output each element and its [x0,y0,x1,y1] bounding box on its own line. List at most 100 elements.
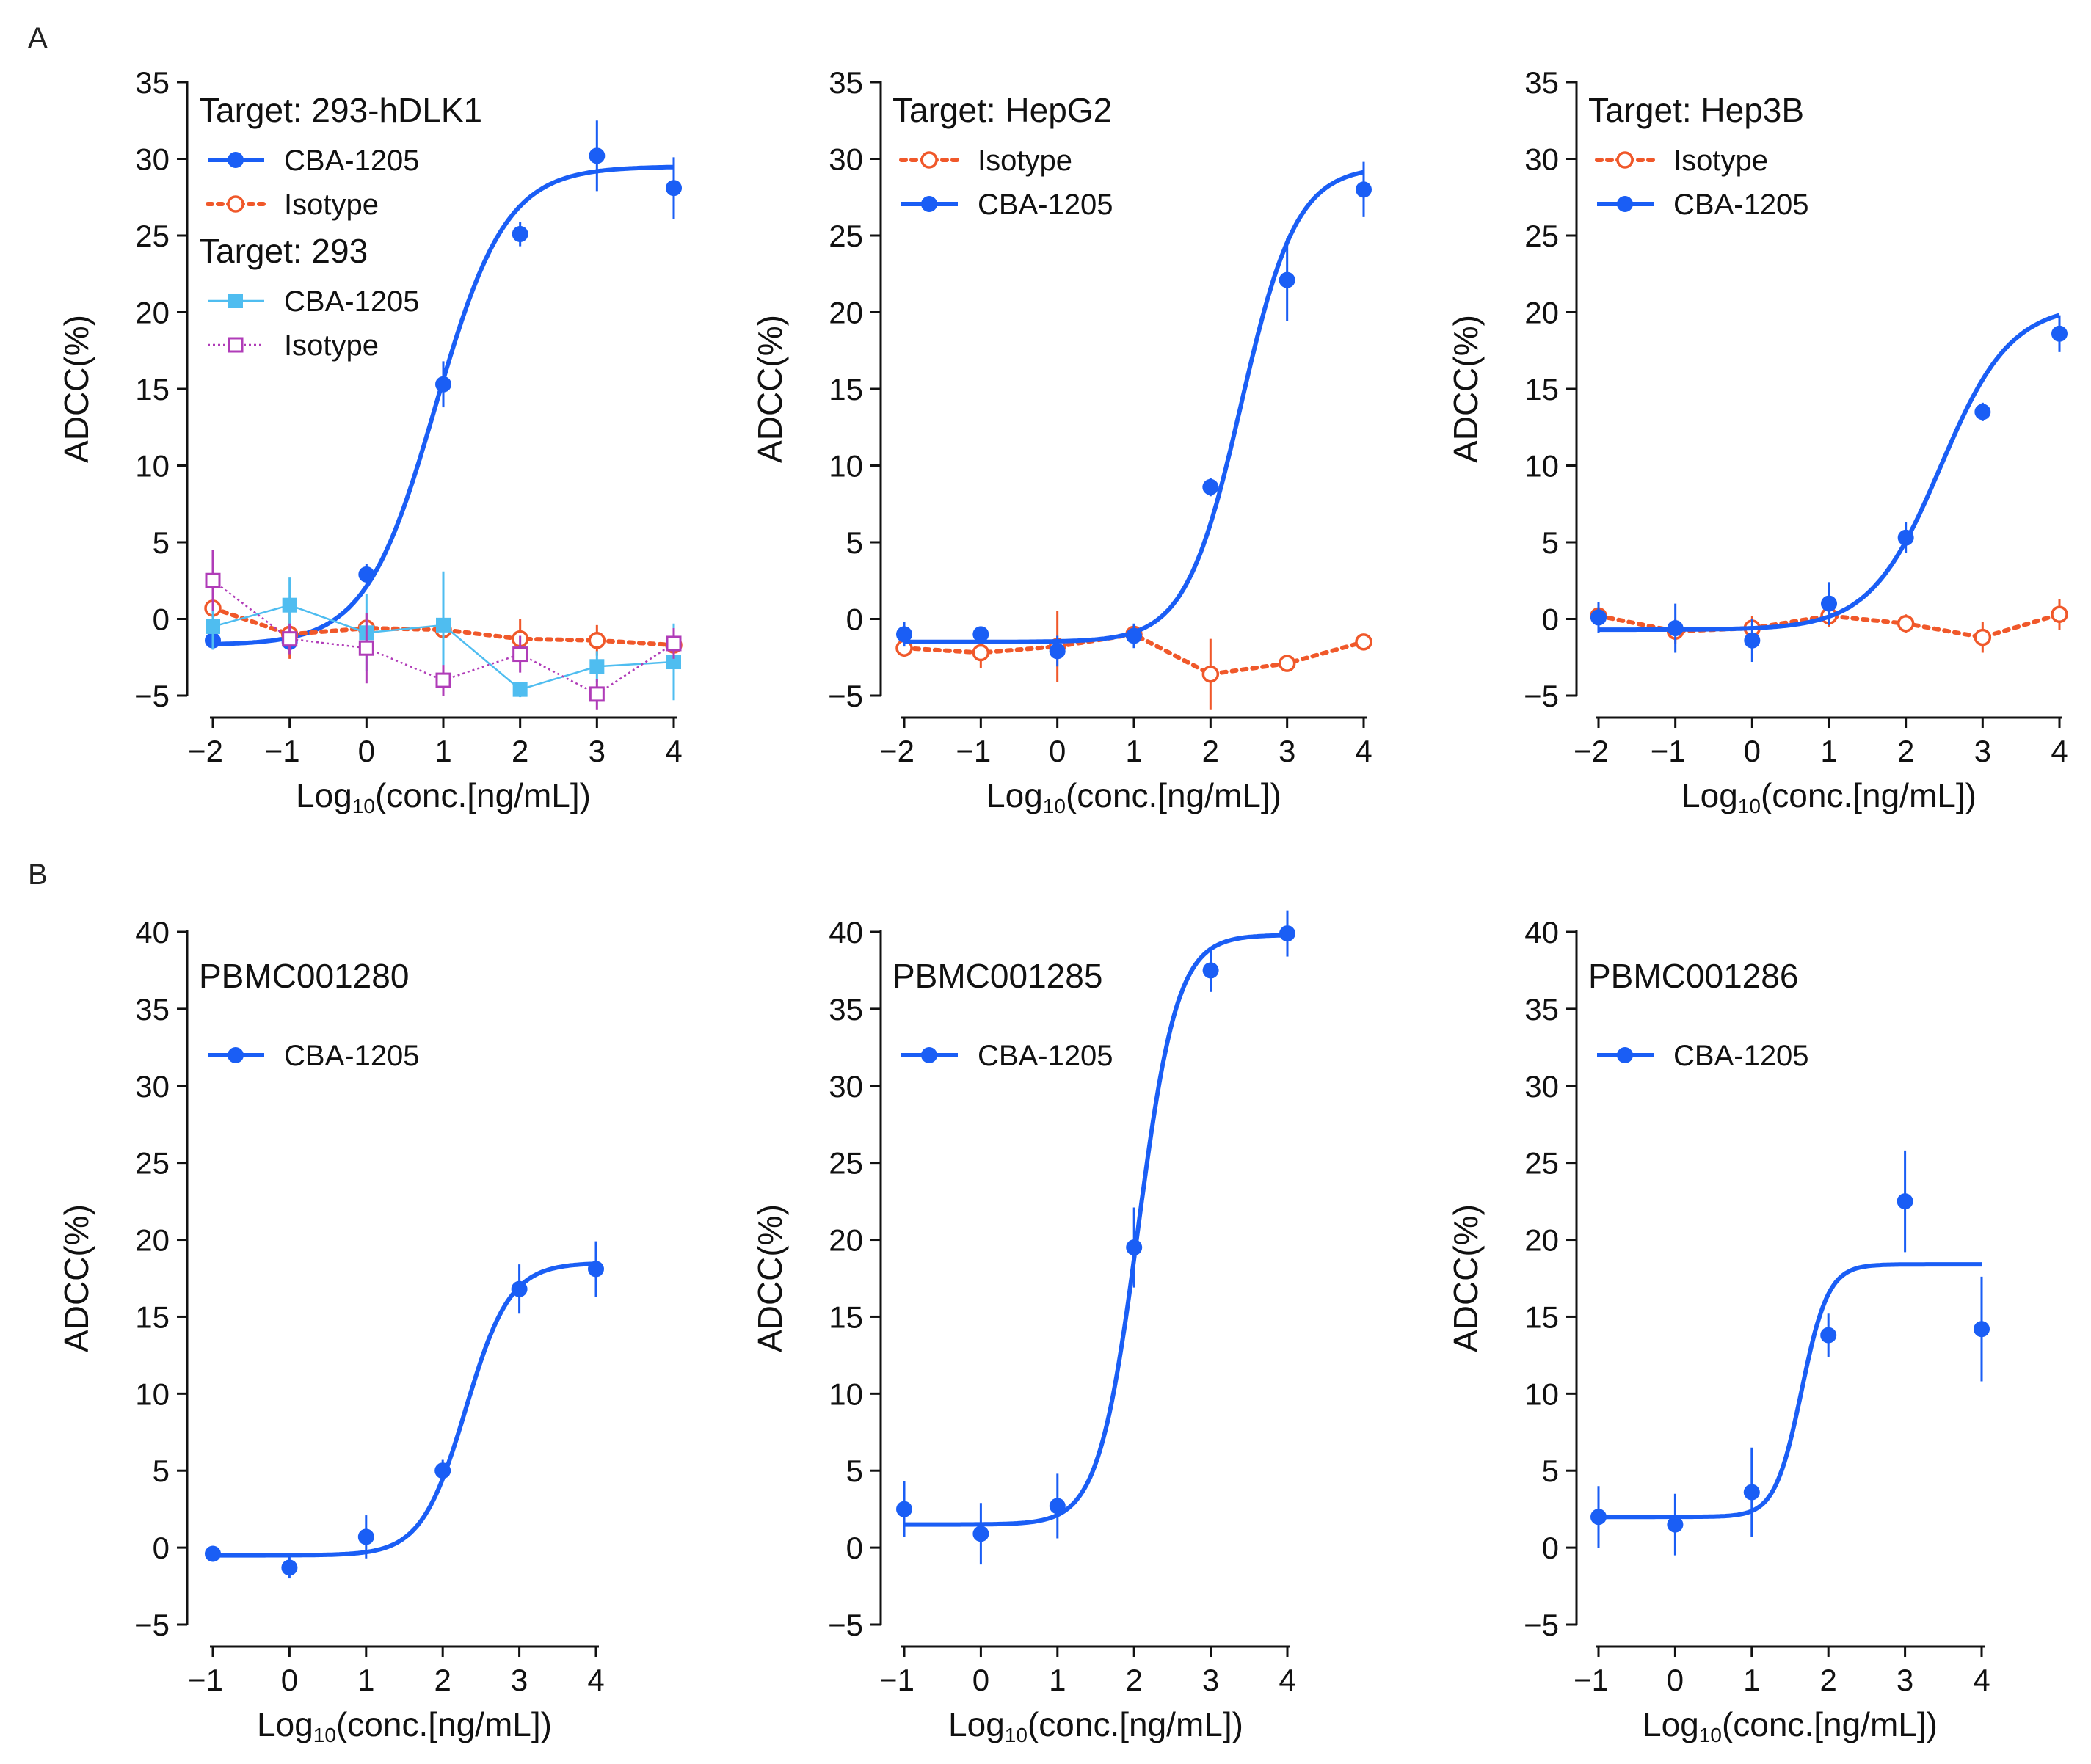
y-tick-label: 20 [1524,296,1559,330]
chart-1: −5 0 5 10 15 20 25 30 35 −2 −1 0 1 2 3 4 ADCC(%) Log10(co… [57,65,683,817]
y-tick-label: 5 [846,525,863,560]
legend-marker [920,151,938,169]
legend-marker [1617,196,1633,212]
data-point [358,566,375,583]
legend-entry: CBA-1205 [208,145,420,177]
panel-label-a: A [28,22,48,54]
y-tick-label: 35 [1524,992,1559,1027]
legend-label: Isotype [284,189,379,221]
x-tick-label: 4 [587,1663,604,1697]
y-tick-label: 35 [829,992,863,1027]
data-point [1667,1516,1684,1533]
y-tick-label: 30 [135,1069,170,1104]
x-tick-label: −1 [265,734,300,768]
x-tick-label: −2 [879,734,914,768]
x-tick-label: −1 [956,734,991,768]
data-point [2051,325,2068,342]
chart-4: −5 0 5 10 15 20 25 30 35 40 −1 0 1 2 3 4 ADCC(%) Log10(co… [57,915,605,1746]
y-tick-label: 15 [135,1300,170,1334]
y-tick-label: 10 [1524,449,1559,484]
x-tick-label: 3 [1279,734,1295,768]
x-tick-label: 0 [1049,734,1066,768]
y-tick-label: 10 [135,449,170,484]
x-tick-label: −1 [1574,1663,1609,1697]
series-isotype-293 [205,550,682,710]
chart-3: −5 0 5 10 15 20 25 30 35 −2 −1 0 1 2 3 4 ADCC(%) Log10(co… [1447,65,2068,817]
x-tick-label: −1 [879,1663,914,1697]
data-point [1974,404,1991,420]
data-point [2051,605,2068,623]
fit-curve [904,170,1364,644]
series-cba-1205 [896,910,1295,1565]
data-point [434,1462,451,1479]
x-axis-label: Log10(conc.[ng/mL]) [1681,776,1977,817]
data-point [282,631,298,647]
y-tick-label: 40 [135,915,170,950]
legend-label: CBA-1205 [284,285,420,318]
legend-entry: Isotype [206,189,379,221]
data-point [1126,627,1142,644]
legend-marker [921,1047,937,1063]
y-tick-label: 20 [135,296,170,330]
data-point [1743,1484,1760,1501]
chart-annotation: Target: 293-hDLK1 [199,91,482,129]
data-point [512,682,528,697]
x-tick-label: 3 [1897,1663,1913,1697]
x-tick-label: 1 [357,1663,374,1697]
chart-annotation: Target: Hep3B [1588,91,1804,129]
legend-label: CBA-1205 [284,1040,420,1072]
y-tick-label: −5 [1524,679,1559,713]
chart-annotation: PBMC001285 [892,957,1102,995]
y-tick-label: 15 [1524,372,1559,407]
x-tick-label: 1 [1820,734,1837,768]
y-tick-label: 35 [135,65,170,100]
series-cba-1205 [1590,313,2068,663]
x-tick-label: 0 [972,1663,989,1697]
x-tick-label: 2 [1126,1663,1143,1697]
legend-entry: CBA-1205 [1597,189,1809,221]
y-tick-label: −5 [1524,1608,1559,1642]
data-point [206,619,220,634]
legend-entry: CBA-1205 [901,189,1113,221]
y-tick-label: 20 [829,1223,863,1258]
y-tick-label: 0 [846,1531,863,1565]
y-tick-label: 15 [135,372,170,407]
y-tick-label: 20 [1524,1223,1559,1258]
legend-entry: CBA-1205 [208,1040,420,1072]
data-point [511,1280,528,1297]
series-cba-1205 [896,161,1372,667]
data-point [436,617,451,633]
y-tick-label: 30 [829,142,863,177]
legend: PBMC001285 CBA-1205 [892,957,1113,1072]
y-tick-label: 5 [153,1454,170,1488]
data-point [972,1526,989,1542]
data-point [435,672,451,688]
data-point [358,640,374,656]
x-tick-label: 1 [1125,734,1142,768]
data-point [1202,962,1219,979]
y-tick-label: 25 [135,1146,170,1181]
data-point [896,1501,912,1517]
data-point [1279,271,1295,288]
legend-label: CBA-1205 [1673,1040,1809,1072]
data-point [1201,665,1220,683]
y-tick-label: 25 [1524,219,1559,253]
legend: Target: HepG2 Isotype CBA-1205 [892,91,1113,221]
x-axis-label: Log10(conc.[ng/mL]) [986,776,1281,817]
data-point [896,626,912,643]
x-tick-label: 1 [1743,1663,1760,1697]
legend-label: CBA-1205 [978,189,1113,221]
legend-marker [921,196,937,212]
x-tick-label: 0 [1744,734,1761,768]
legend-entry: CBA-1205 [901,1040,1113,1072]
x-tick-label: 1 [1049,1663,1066,1697]
series-cba-1205-293 [206,571,681,701]
data-point [666,655,681,670]
x-tick-label: 4 [1973,1663,1990,1697]
y-tick-label: 0 [846,602,863,637]
legend-marker [228,152,244,168]
data-point [1974,628,1992,646]
legend-entry: Isotype [899,145,1072,177]
y-tick-label: 5 [1542,525,1559,560]
x-tick-label: 2 [1897,734,1914,768]
